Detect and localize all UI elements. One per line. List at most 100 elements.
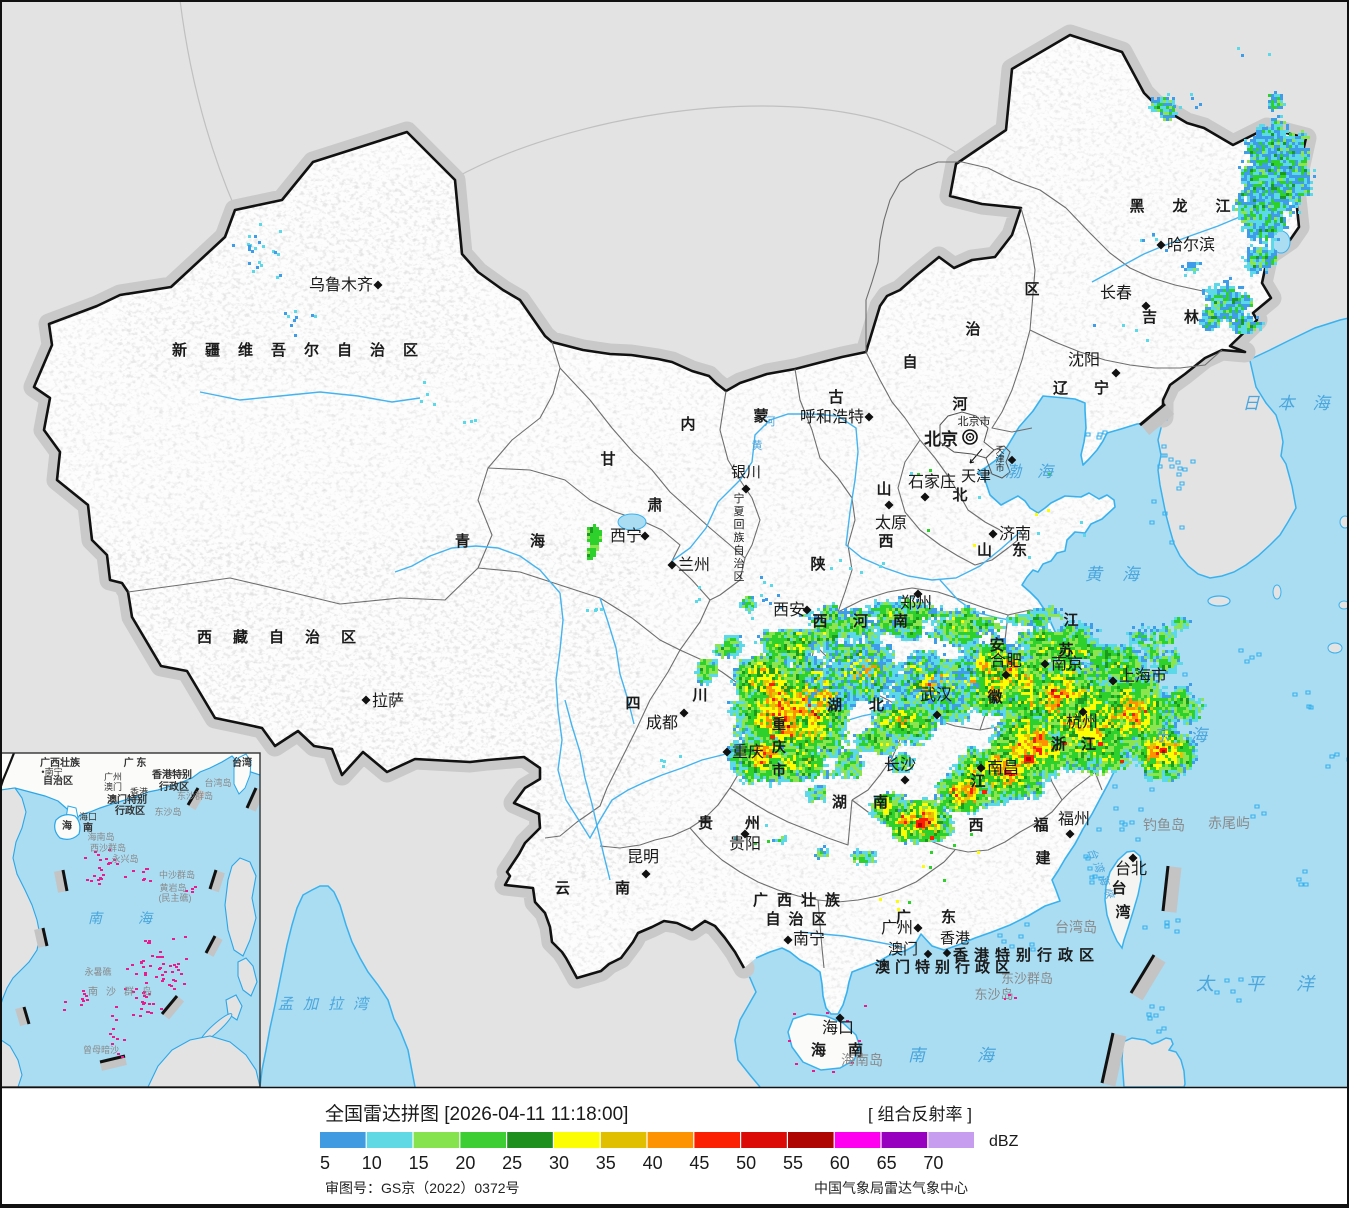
svg-text:徽: 徽 (986, 688, 1003, 706)
svg-text:澳门特别行政区: 澳门特别行政区 (875, 958, 1015, 976)
svg-text:天: 天 (995, 445, 1004, 455)
svg-text:(民主礁): (民主礁) (159, 892, 192, 903)
svg-text:台湾岛: 台湾岛 (1055, 919, 1097, 935)
svg-text:治: 治 (965, 320, 980, 338)
svg-text:东沙岛: 东沙岛 (154, 806, 181, 817)
svg-text:60: 60 (830, 1153, 850, 1173)
svg-text:东沙群岛: 东沙群岛 (1001, 971, 1053, 986)
svg-text:70: 70 (923, 1153, 943, 1173)
svg-text:上海市: 上海市 (1119, 667, 1167, 685)
svg-text:夏: 夏 (734, 505, 745, 518)
svg-text:海口: 海口 (822, 1019, 854, 1037)
svg-text:行政区: 行政区 (114, 804, 145, 817)
svg-text:北京: 北京 (924, 429, 958, 449)
svg-text:建: 建 (1035, 849, 1051, 867)
svg-text:黄海: 黄海 (1084, 564, 1163, 584)
svg-text:渤海: 渤海 (1004, 463, 1072, 481)
svg-text:长春: 长春 (1100, 284, 1132, 302)
svg-text:赤尾屿: 赤尾屿 (1208, 815, 1250, 831)
svg-text:西安: 西安 (773, 601, 805, 619)
svg-text:45: 45 (689, 1153, 709, 1173)
svg-text:西宁: 西宁 (610, 527, 642, 545)
svg-text:东沙岛: 东沙岛 (974, 987, 1013, 1002)
svg-text:海南岛: 海南岛 (841, 1052, 883, 1068)
svg-text:永兴岛: 永兴岛 (111, 853, 138, 864)
svg-text:香港: 香港 (130, 786, 148, 797)
svg-text:重庆: 重庆 (732, 743, 764, 761)
svg-text:成都: 成都 (646, 714, 678, 732)
svg-text:拉萨: 拉萨 (372, 692, 404, 710)
svg-text:古: 古 (828, 388, 843, 406)
svg-text:内: 内 (680, 415, 695, 433)
svg-text:65: 65 (877, 1153, 897, 1173)
svg-text:广 东: 广 东 (124, 756, 147, 769)
svg-text:吉林: 吉林 (1142, 308, 1226, 326)
svg-text:日本海: 日本海 (1242, 393, 1349, 413)
svg-text:自: 自 (734, 544, 745, 557)
svg-text:肃: 肃 (647, 496, 662, 514)
svg-text:湖南: 湖南 (832, 793, 914, 811)
svg-text:天津: 天津 (961, 468, 991, 485)
svg-text:中国气象局雷达气象中心: 中国气象局雷达气象中心 (814, 1180, 968, 1196)
svg-text:香港特别行政区: 香港特别行政区 (953, 946, 1100, 964)
svg-text:湾: 湾 (1115, 903, 1130, 921)
svg-text:香港: 香港 (940, 930, 970, 947)
svg-text:西: 西 (968, 817, 983, 834)
svg-text:河南: 河南 (853, 612, 933, 630)
svg-text:孟加拉湾: 孟加拉湾 (277, 996, 381, 1013)
svg-text:澳门: 澳门 (104, 781, 122, 792)
svg-text:兰州: 兰州 (678, 556, 710, 574)
svg-text:太原: 太原 (875, 514, 907, 532)
svg-text:广西壮族: 广西壮族 (40, 756, 81, 769)
svg-text:贵州: 贵州 (698, 814, 792, 832)
svg-text:福州: 福州 (1058, 810, 1090, 828)
svg-text:台湾岛: 台湾岛 (204, 777, 231, 788)
svg-text:10: 10 (362, 1153, 382, 1173)
svg-text:南京: 南京 (1051, 655, 1083, 673)
svg-text:新疆维吾尔自治区: 新疆维吾尔自治区 (172, 341, 436, 359)
svg-text:南沙群岛: 南沙群岛 (88, 985, 160, 998)
svg-text:南海: 南海 (907, 1045, 1050, 1065)
svg-text:黄岩岛: 黄岩岛 (159, 882, 186, 893)
svg-text:太平洋: 太平洋 (1195, 973, 1349, 994)
svg-text:自治区: 自治区 (765, 910, 834, 928)
svg-text:南宁: 南宁 (793, 930, 825, 948)
svg-text:安: 安 (989, 636, 1004, 654)
svg-text:合肥: 合肥 (990, 652, 1022, 670)
svg-text:西沙群岛: 西沙群岛 (90, 842, 126, 853)
svg-text:西藏自治区: 西藏自治区 (197, 628, 377, 646)
svg-text:福: 福 (1032, 816, 1048, 834)
svg-text:东海: 东海 (1152, 725, 1231, 745)
svg-text:苏: 苏 (1058, 641, 1073, 659)
svg-text:湖北: 湖北 (827, 697, 911, 714)
svg-text:自: 自 (902, 353, 917, 371)
svg-text:35: 35 (596, 1153, 616, 1173)
svg-text:市: 市 (995, 462, 1004, 473)
svg-text:郑州: 郑州 (900, 594, 932, 612)
svg-text:武汉: 武汉 (920, 686, 952, 704)
svg-text:族: 族 (734, 530, 745, 544)
svg-text:宁: 宁 (734, 491, 745, 505)
svg-text:[ 组合反射率 ]: [ 组合反射率 ] (868, 1105, 972, 1124)
svg-text:55: 55 (783, 1153, 803, 1173)
svg-text:20: 20 (455, 1153, 475, 1173)
svg-text:石家庄: 石家庄 (908, 473, 956, 491)
svg-text:甘: 甘 (600, 450, 615, 468)
svg-text:广州: 广州 (881, 919, 913, 937)
svg-text:15: 15 (409, 1153, 429, 1173)
svg-text:海: 海 (62, 819, 72, 832)
svg-text:永暑礁: 永暑礁 (84, 966, 111, 977)
svg-text:辽宁: 辽宁 (1053, 379, 1135, 397)
svg-text:钓鱼岛: 钓鱼岛 (1143, 817, 1185, 833)
svg-text:全国雷达拼图 [2026-04-11 11:18:00]: 全国雷达拼图 [2026-04-11 11:18:00] (325, 1103, 628, 1125)
svg-text:东沙群岛: 东沙群岛 (177, 790, 213, 801)
svg-text:治: 治 (734, 556, 745, 570)
svg-text:呼和浩特: 呼和浩特 (800, 408, 864, 426)
svg-text:四: 四 (625, 695, 640, 712)
svg-text:台湾: 台湾 (232, 756, 252, 769)
svg-text:西: 西 (812, 613, 827, 630)
svg-text:西: 西 (878, 533, 893, 550)
svg-text:青海: 青海 (455, 532, 605, 550)
svg-text:25: 25 (502, 1153, 522, 1173)
svg-text:澳门特别: 澳门特别 (107, 793, 147, 806)
